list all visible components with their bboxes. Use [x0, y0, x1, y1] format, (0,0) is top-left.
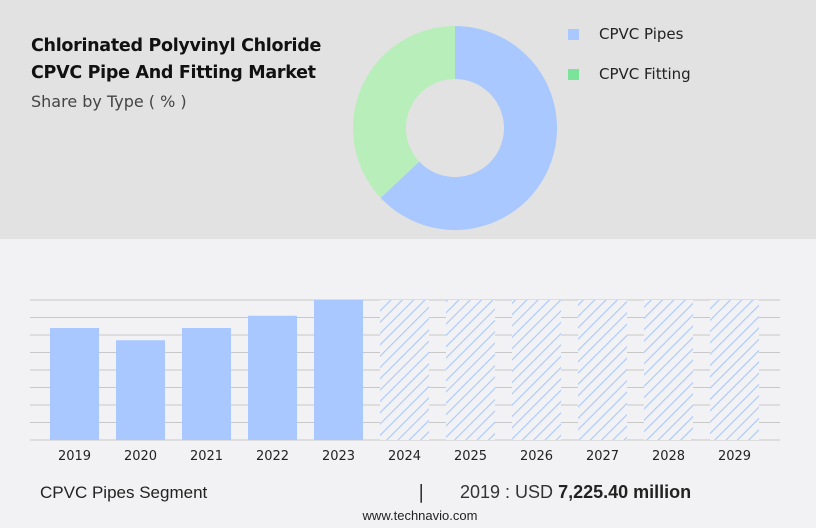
x-tick-label: 2029 — [718, 449, 751, 464]
segment-value: 2019 : USD 7,225.40 million — [460, 482, 691, 503]
legend-swatch-fitting — [568, 68, 579, 80]
bar-2027 — [578, 300, 627, 440]
value-amount: 7,225.40 million — [558, 482, 692, 502]
source-url: www.technavio.com — [362, 508, 478, 523]
title-line-2: CPVC Pipe And Fitting Market — [31, 63, 316, 83]
legend: CPVC Pipes CPVC Fitting — [568, 14, 691, 94]
x-tick-label: 2021 — [190, 449, 223, 464]
donut-chart — [352, 26, 557, 230]
bar-2023 — [314, 300, 363, 440]
title-line-1: Chlorinated Polyvinyl Chloride — [31, 36, 322, 56]
bar-2026 — [512, 300, 561, 440]
x-tick-label: 2025 — [454, 449, 487, 464]
chart-subtitle: Share by Type ( % ) — [31, 92, 187, 111]
legend-item-pipes: CPVC Pipes — [568, 14, 691, 54]
legend-label: CPVC Fitting — [599, 65, 691, 83]
donut-slice-cpvc-pipes — [380, 26, 557, 230]
x-tick-label: 2026 — [520, 449, 553, 464]
donut-slice-cpvc-fitting — [352, 26, 455, 198]
x-tick-label: 2024 — [388, 449, 421, 464]
bar-2024 — [380, 300, 429, 440]
x-tick-label: 2019 — [58, 449, 91, 464]
x-axis-labels: 2019 2020 2021 2022 2023 2024 2025 2026 2027 2028… — [58, 449, 751, 464]
value-prefix: 2019 : USD — [460, 482, 559, 502]
x-tick-label: 2020 — [124, 449, 157, 464]
bar-2025 — [446, 300, 495, 440]
x-tick-label: 2023 — [322, 449, 355, 464]
bar-chart: 2019 2020 2021 2022 2023 2024 2025 2026 2027 2028… — [30, 299, 780, 464]
legend-swatch-pipes — [568, 28, 579, 40]
bar-2022 — [248, 315, 297, 440]
legend-label: CPVC Pipes — [599, 25, 684, 43]
x-tick-label: 2027 — [586, 449, 619, 464]
bar-2029 — [710, 300, 759, 440]
bars — [50, 300, 759, 440]
bar-2020 — [116, 340, 165, 440]
bar-2028 — [644, 300, 693, 440]
footer-separator: | — [418, 481, 425, 503]
x-tick-label: 2022 — [256, 449, 289, 464]
legend-item-fitting: CPVC Fitting — [568, 54, 691, 94]
segment-label: CPVC Pipes Segment — [40, 483, 208, 502]
bar-2019 — [50, 328, 99, 440]
bar-2021 — [182, 328, 231, 440]
chart-title: Chlorinated Polyvinyl Chloride CPVC Pipe… — [31, 33, 321, 87]
x-tick-label: 2028 — [652, 449, 685, 464]
